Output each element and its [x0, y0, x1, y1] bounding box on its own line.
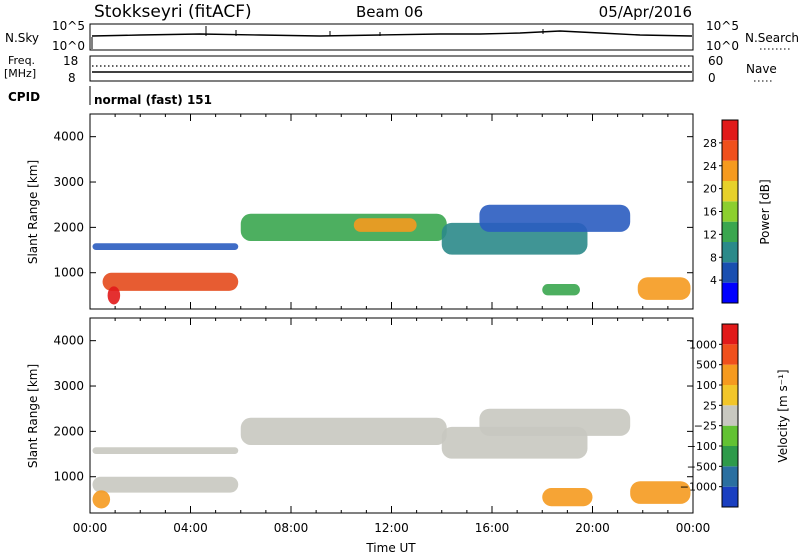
power-echo-region: [637, 277, 691, 300]
velocity-colorbar-swatch: [722, 425, 738, 446]
freq-tick-bottom: 8: [68, 71, 76, 85]
velocity-colorbar-tick-label: 25: [703, 399, 717, 412]
power-echo-region: [92, 243, 239, 251]
time-xtick-label: 12:00: [374, 521, 409, 535]
power-colorbar-swatch: [722, 181, 738, 202]
velocity-colorbar-tick-label: −25: [694, 420, 717, 433]
power-colorbar-tick-label: 4: [710, 274, 717, 287]
velocity-colorbar-swatch: [722, 446, 738, 467]
velocity-echo-region: [240, 417, 447, 445]
velocity-colorbar-tick-label: 100: [696, 379, 717, 392]
noise-right-label: N.Search: [745, 31, 799, 45]
power-echo-region: [542, 284, 580, 296]
power-colorbar-swatch: [722, 262, 738, 283]
time-xtick-label: 04:00: [173, 521, 208, 535]
velocity-echo-region: [92, 490, 111, 509]
velocity-colorbar-tick-label: −1000: [680, 481, 717, 494]
time-xtick-label: 00:00: [73, 521, 108, 535]
velocity-colorbar-swatch: [722, 385, 738, 406]
cpid-text: normal (fast) 151: [94, 93, 212, 107]
velocity-ytick-label: 2000: [53, 424, 84, 438]
power-ytick-label: 4000: [53, 130, 84, 144]
power-ytick-label: 2000: [53, 220, 84, 234]
power-data-layer: [89, 114, 694, 309]
time-xtick-label: 16:00: [475, 521, 510, 535]
noise-panel: N.Sky 10^5 10^0 10^5 10^0 N.Search: [5, 19, 799, 53]
power-colorbar-tick-label: 16: [703, 206, 717, 219]
velocity-echo-region: [479, 408, 631, 436]
velocity-echo-region: [92, 447, 239, 455]
power-colorbar-tick-label: 20: [703, 183, 717, 196]
date-title: 05/Apr/2016: [599, 3, 692, 21]
power-colorbar-swatch: [722, 221, 738, 242]
power-colorbar-swatch: [722, 160, 738, 181]
freq-label-line1: Freq.: [8, 54, 35, 67]
freq-tick-top: 18: [63, 54, 78, 68]
power-colorbar: 28 24 20 16 12 8 4: [703, 119, 739, 304]
power-echo-region: [107, 286, 121, 305]
freq-panel: Freq. [MHz] 18 8 60 0 Nave: [4, 54, 777, 85]
power-colorbar-tick-label: 8: [710, 251, 717, 264]
time-xtick-label: 08:00: [274, 521, 309, 535]
noise-right-tick-top: 10^5: [706, 19, 739, 33]
velocity-colorbar-tick-label: −500: [687, 460, 717, 473]
cpid-label: CPID: [8, 90, 40, 104]
velocity-ytick-label: 4000: [53, 334, 84, 348]
power-colorbar-swatch: [722, 140, 738, 161]
velocity-echo-region: [92, 476, 239, 493]
time-xlabel: Time UT: [365, 541, 416, 554]
nave-tick-top: 60: [708, 54, 723, 68]
velocity-ylabel: Slant Range [km]: [26, 364, 40, 468]
power-colorbar-swatch: [722, 201, 738, 222]
velocity-colorbar-swatch: [722, 324, 738, 345]
power-colorbar-tick-label: 24: [703, 160, 717, 173]
freq-label-line2: [MHz]: [4, 67, 36, 80]
velocity-colorbar-swatch: [722, 466, 738, 487]
power-ylabel: Slant Range [km]: [26, 160, 40, 264]
velocity-colorbar-swatch: [722, 344, 738, 365]
station-title: Stokkseyri (fitACF): [94, 2, 252, 22]
power-colorbar-swatch: [722, 282, 738, 303]
velocity-colorbar-frame: [721, 323, 739, 508]
velocity-echo-region: [542, 488, 593, 507]
power-echo-region: [353, 218, 417, 232]
power-colorbar-tick-label: 28: [703, 137, 717, 150]
velocity-colorbar-tick-label: −100: [687, 440, 717, 453]
power-colorbar-swatch: [722, 242, 738, 263]
beam-title: Beam 06: [356, 3, 423, 21]
power-echo-region: [479, 204, 631, 232]
velocity-ytick-label: 1000: [53, 470, 84, 484]
power-panel: 4000 3000 2000 1000 Slant Range [km] 28 24 20…: [26, 113, 772, 310]
velocity-ytick-label: 3000: [53, 379, 84, 393]
velocity-colorbar: 1000 500 100 25 −25 −100 −500 −1000: [680, 323, 739, 508]
velocity-panel: 4000 3000 2000 1000 00:00 04:00 08:00 12:00 16:…: [26, 317, 790, 554]
nave-label: Nave: [746, 62, 777, 76]
power-ytick-label: 3000: [53, 175, 84, 189]
noise-left-tick-bottom: 10^0: [52, 39, 85, 53]
noise-left-label: N.Sky: [5, 31, 39, 45]
velocity-colorbar-tick-label: 500: [696, 359, 717, 372]
noise-left-tick-top: 10^5: [52, 19, 85, 33]
time-x-axis: 00:00 04:00 08:00 12:00 16:00 20:00 00:00: [73, 521, 711, 535]
velocity-colorbar-label: Velocity [m s⁻¹]: [776, 369, 790, 462]
power-colorbar-label: Power [dB]: [758, 179, 772, 244]
velocity-colorbar-swatch: [722, 364, 738, 385]
time-xtick-label: 20:00: [575, 521, 610, 535]
power-colorbar-swatch: [722, 120, 738, 141]
time-xtick-label: 00:00: [676, 521, 711, 535]
nave-tick-bottom: 0: [708, 71, 716, 85]
power-ytick-label: 1000: [53, 266, 84, 280]
power-colorbar-tick-label: 12: [703, 228, 717, 241]
power-echo-region: [102, 272, 239, 291]
power-y-axis: 4000 3000 2000 1000: [53, 130, 693, 280]
velocity-colorbar-swatch: [722, 486, 738, 507]
noise-right-tick-bottom: 10^0: [706, 39, 739, 53]
velocity-echo-region: [630, 481, 691, 504]
velocity-y-axis: 4000 3000 2000 1000: [53, 334, 693, 484]
velocity-colorbar-swatch: [722, 405, 738, 426]
noise-sky-line: [91, 30, 693, 37]
velocity-colorbar-tick-label: 1000: [689, 338, 717, 351]
